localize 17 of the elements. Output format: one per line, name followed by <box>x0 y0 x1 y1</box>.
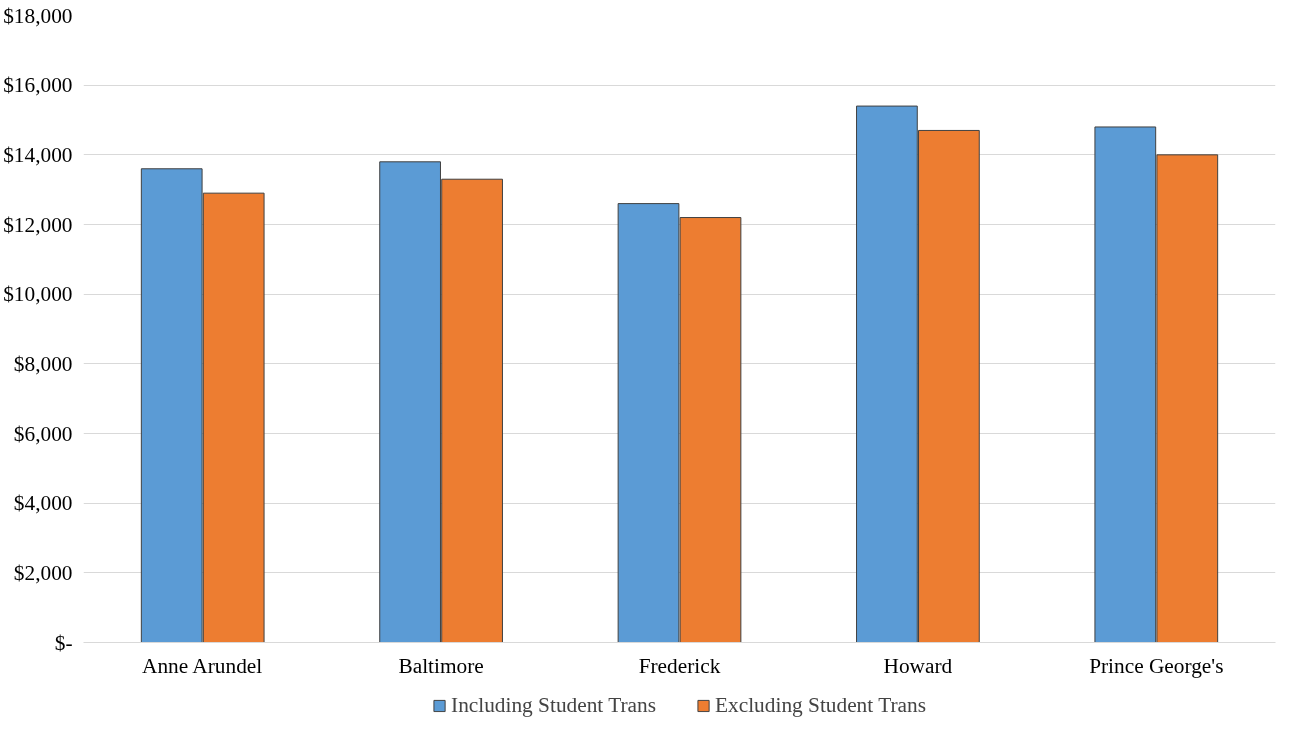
y-tick-label: $16,000 <box>3 73 73 98</box>
y-tick-label: $18,000 <box>3 3 73 28</box>
y-tick-label: $14,000 <box>3 142 73 167</box>
legend-label: Excluding Student Trans <box>715 692 926 718</box>
y-tick-label: $10,000 <box>3 282 73 307</box>
x-tick-label: Howard <box>883 653 953 678</box>
y-tick-label: $6,000 <box>13 421 73 446</box>
x-tick-label: Frederick <box>638 653 721 678</box>
y-tick-label: $- <box>54 630 73 655</box>
y-tick-label: $4,000 <box>13 491 73 516</box>
y-tick-label: $12,000 <box>3 212 73 237</box>
x-tick-label: Prince George's <box>1089 653 1224 678</box>
x-tick-label: Baltimore <box>398 653 484 678</box>
y-tick-label: $8,000 <box>13 351 73 376</box>
x-tick-label: Anne Arundel <box>141 653 263 678</box>
y-tick-label: $2,000 <box>13 560 73 585</box>
legend-label: Including Student Trans <box>451 692 657 718</box>
